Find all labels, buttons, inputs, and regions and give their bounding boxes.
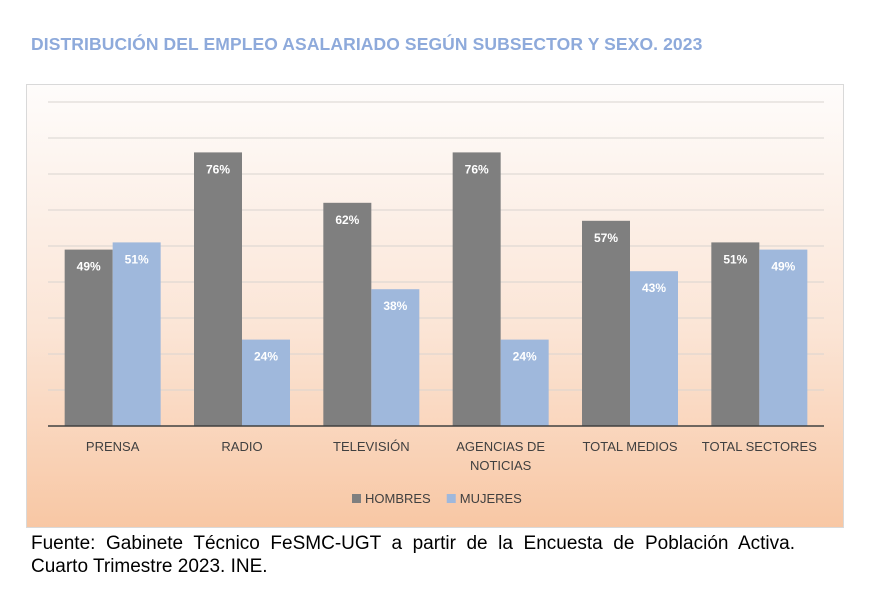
- bar-mujeres: [112, 242, 161, 426]
- data-label: 38%: [383, 299, 407, 313]
- bar-hombres: [194, 152, 242, 426]
- legend-swatch-mujeres: [446, 494, 456, 503]
- legend-label: MUJERES: [460, 491, 522, 506]
- bar-chart: 49% 51% PRENSA 76% 24% RADIO 62% 38% TELEVISIÓN 7…: [48, 101, 824, 506]
- chart-title: DISTRIBUCIÓN DEL EMPLEO ASALARIADO SEGÚN…: [31, 34, 703, 54]
- data-label: 49%: [77, 260, 101, 274]
- data-label: 76%: [465, 162, 489, 176]
- x-tick-label: AGENCIAS DE NOTICIAS: [456, 439, 545, 473]
- data-label: 24%: [513, 350, 537, 364]
- x-tick-label: PRENSA: [86, 439, 140, 454]
- bar-mujeres: [759, 249, 808, 426]
- bar-hombres: [323, 202, 372, 426]
- x-tick-label: TELEVISIÓN: [333, 439, 410, 454]
- bar-mujeres: [500, 339, 549, 426]
- bar-hombres: [711, 242, 760, 426]
- data-label: 51%: [723, 252, 747, 266]
- bar-mujeres: [630, 271, 678, 426]
- data-label: 24%: [254, 350, 278, 364]
- x-tick-label: TOTAL SECTORES: [702, 439, 817, 454]
- chart-area: 49% 51% PRENSA 76% 24% RADIO 62% 38% TELEVISIÓN 7…: [26, 84, 844, 528]
- bar-mujeres: [242, 339, 290, 426]
- data-label: 51%: [125, 252, 149, 266]
- legend-swatch-hombres: [352, 494, 361, 503]
- data-label: 57%: [594, 231, 618, 245]
- source-note: Fuente: Gabinete Técnico FeSMC-UGT a par…: [31, 533, 795, 577]
- x-tick-label: TOTAL MEDIOS: [582, 439, 677, 454]
- data-label: 49%: [771, 260, 795, 274]
- data-label: 43%: [642, 281, 666, 295]
- x-tick-label: RADIO: [221, 439, 262, 454]
- legend-label: HOMBRES: [365, 491, 431, 506]
- data-label: 62%: [335, 213, 359, 227]
- bar-hombres: [452, 152, 501, 426]
- bar-mujeres: [371, 289, 420, 426]
- data-label: 76%: [206, 162, 230, 176]
- bar-hombres: [64, 249, 113, 426]
- bar-hombres: [582, 220, 630, 426]
